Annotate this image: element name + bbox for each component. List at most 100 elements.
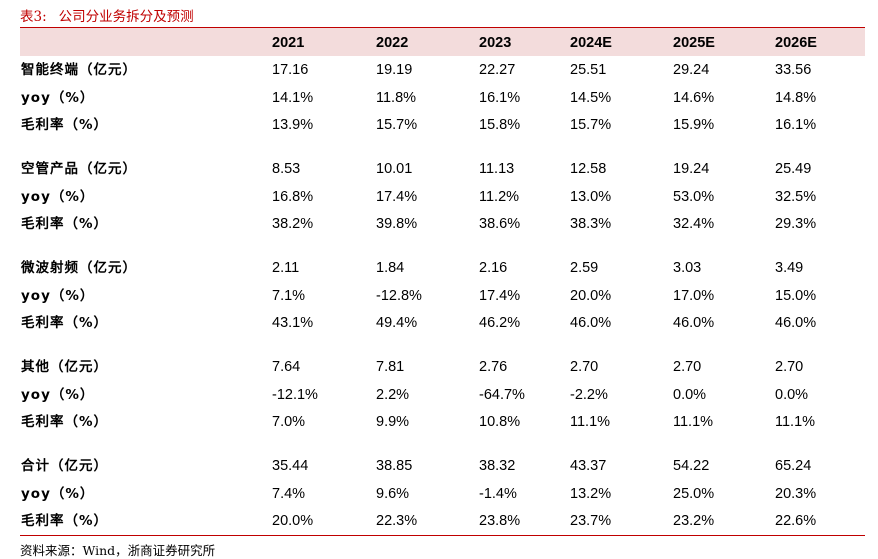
table-cell: 29.3% xyxy=(775,216,817,232)
table-cell: 25.49 xyxy=(775,161,812,177)
table-cell: 2.70 xyxy=(775,359,804,375)
row-label: 毛利率（%） xyxy=(21,117,109,133)
table-cell: 35.44 xyxy=(272,458,309,474)
table-cell: 23.8% xyxy=(479,513,521,529)
top-rule xyxy=(20,27,865,28)
table-title-text: 公司分业务拆分及预测 xyxy=(58,9,194,25)
table-cell: 7.64 xyxy=(272,359,301,375)
table-cell: 11.13 xyxy=(479,161,515,177)
table-cell: 32.5% xyxy=(775,188,817,205)
table-cell: -12.8% xyxy=(376,287,422,304)
table-cell: 17.16 xyxy=(272,62,309,78)
table-cell: 11.2% xyxy=(479,188,520,205)
table-cell: 1.84 xyxy=(376,260,405,276)
table-cell: 20.0% xyxy=(272,513,314,529)
table-cell: 10.8% xyxy=(479,414,521,430)
row-label: yoy（%） xyxy=(21,386,95,403)
table-cell: 14.6% xyxy=(673,89,715,106)
table-cell: 39.8% xyxy=(376,216,418,232)
table-cell: 19.24 xyxy=(673,161,710,177)
table-cell: 25.51 xyxy=(570,62,607,78)
table-cell: 15.9% xyxy=(673,117,715,133)
row-label: 空管产品（亿元） xyxy=(21,161,137,177)
row-label: 其他（亿元） xyxy=(21,359,108,375)
table-cell: 38.3% xyxy=(570,216,612,232)
header-band xyxy=(20,28,865,56)
row-label: 合计（亿元） xyxy=(21,458,108,474)
row-label: yoy（%） xyxy=(21,287,95,304)
table-cell: 17.4% xyxy=(376,188,418,205)
table-cell: 11.1% xyxy=(570,414,611,430)
table-cell: 22.27 xyxy=(479,62,516,78)
table-cell: 7.81 xyxy=(376,359,405,375)
table-cell: 29.24 xyxy=(673,62,710,78)
table-cell: 2.59 xyxy=(570,260,599,276)
table-cell: 38.2% xyxy=(272,216,314,232)
table-cell: 14.1% xyxy=(272,89,314,106)
table-cell: 33.56 xyxy=(775,62,812,78)
row-label: 微波射频（亿元） xyxy=(21,260,137,276)
row-label: 毛利率（%） xyxy=(21,216,109,232)
table-cell: 13.0% xyxy=(570,188,612,205)
table-cell: 7.0% xyxy=(272,414,306,430)
table-cell: 15.0% xyxy=(775,287,817,304)
table-cell: 22.6% xyxy=(775,513,817,529)
table-cell: 54.22 xyxy=(673,458,710,474)
table-cell: 11.8% xyxy=(376,89,417,106)
table-cell: 15.7% xyxy=(376,117,418,133)
table-cell: 46.0% xyxy=(570,315,612,331)
table-cell: 2.70 xyxy=(570,359,599,375)
table-cell: 38.32 xyxy=(479,458,516,474)
table-cell: 13.9% xyxy=(272,117,314,133)
table-cell: -2.2% xyxy=(570,386,608,403)
table-cell: 9.9% xyxy=(376,414,410,430)
table-cell: 14.5% xyxy=(570,89,612,106)
column-header: 2022 xyxy=(376,35,409,51)
column-header: 2021 xyxy=(272,35,305,51)
table-cell: 2.2% xyxy=(376,386,410,403)
table-cell: 20.0% xyxy=(570,287,612,304)
row-label: 毛利率（%） xyxy=(21,315,109,331)
column-header: 2025E xyxy=(673,35,715,51)
row-label: 智能终端（亿元） xyxy=(21,62,137,78)
table-cell: 3.03 xyxy=(673,260,702,276)
table-cell: 53.0% xyxy=(673,188,715,205)
table-cell: 2.70 xyxy=(673,359,702,375)
table-cell: 46.0% xyxy=(775,315,817,331)
row-label: yoy（%） xyxy=(21,188,95,205)
table-cell: 15.8% xyxy=(479,117,521,133)
table-cell: 0.0% xyxy=(673,386,707,403)
table-cell: 2.16 xyxy=(479,260,508,276)
table-cell: 8.53 xyxy=(272,161,301,177)
table-cell: 3.49 xyxy=(775,260,804,276)
row-label: yoy（%） xyxy=(21,485,95,502)
table-cell: 43.1% xyxy=(272,315,314,331)
table-cell: 23.2% xyxy=(673,513,715,529)
source-note: 资料来源：Wind，浙商证券研究所 xyxy=(20,543,216,558)
table-cell: 43.37 xyxy=(570,458,607,474)
table-cell: 17.4% xyxy=(479,287,521,304)
table-cell: -12.1% xyxy=(272,386,318,403)
table-title-label: 表3: xyxy=(20,9,47,25)
table-cell: 11.1% xyxy=(673,414,714,430)
table-cell: 15.7% xyxy=(570,117,612,133)
table-cell: 38.85 xyxy=(376,458,413,474)
table-cell: 14.8% xyxy=(775,89,817,106)
table-cell: 23.7% xyxy=(570,513,612,529)
row-label: yoy（%） xyxy=(21,89,95,106)
table-cell: 0.0% xyxy=(775,386,809,403)
table-cell: 16.8% xyxy=(272,188,314,205)
table-cell: 20.3% xyxy=(775,485,817,502)
column-header: 2026E xyxy=(775,35,817,51)
table-cell: 16.1% xyxy=(775,117,817,133)
table-cell: 65.24 xyxy=(775,458,812,474)
table-cell: 19.19 xyxy=(376,62,413,78)
table-cell: 32.4% xyxy=(673,216,715,232)
table-cell: 2.11 xyxy=(272,260,300,276)
table-cell: 10.01 xyxy=(376,161,413,177)
table-cell: 11.1% xyxy=(775,414,816,430)
table-cell: -1.4% xyxy=(479,485,517,502)
row-label: 毛利率（%） xyxy=(21,414,109,430)
table-cell: 16.1% xyxy=(479,89,521,106)
table-cell: 7.4% xyxy=(272,485,306,502)
